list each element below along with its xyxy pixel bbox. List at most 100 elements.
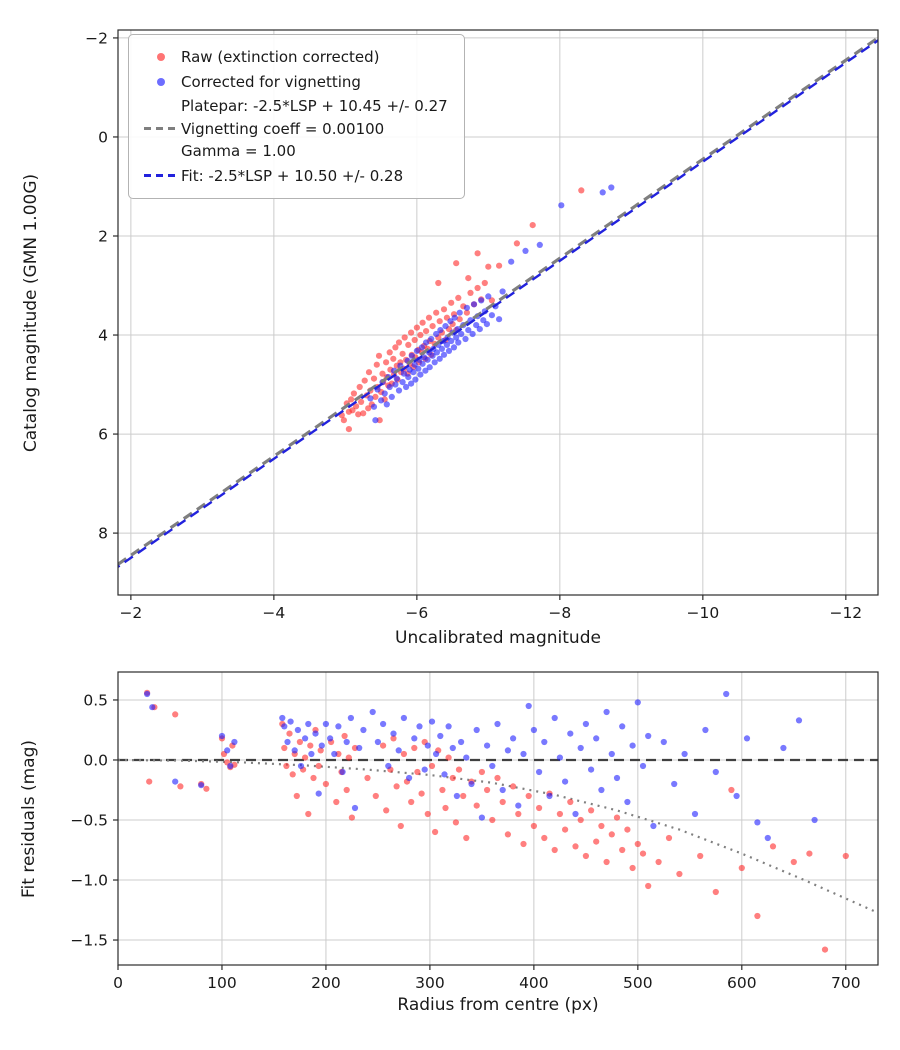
data-point	[453, 260, 460, 267]
data-point	[365, 405, 372, 412]
x-tick-label: 100	[207, 974, 237, 992]
data-point	[281, 744, 288, 752]
data-point	[458, 738, 465, 746]
data-point	[499, 798, 506, 806]
data-point	[293, 792, 300, 800]
data-point	[361, 377, 368, 384]
x-tick-label: −10	[686, 604, 719, 622]
y-tick-label: −1.0	[70, 872, 108, 890]
data-point	[488, 297, 495, 304]
data-point	[469, 330, 476, 338]
data-point	[754, 819, 761, 826]
legend-entry-label: Corrected for vignetting	[181, 72, 361, 91]
data-point	[522, 247, 529, 254]
data-point	[738, 864, 745, 872]
y-tick-label: 0.5	[83, 691, 108, 709]
data-point	[556, 810, 564, 818]
data-point	[508, 258, 515, 265]
platepar-line	[118, 36, 878, 566]
data-point	[478, 814, 485, 821]
data-point	[348, 814, 355, 821]
legend-dash-marker	[141, 127, 181, 131]
data-point	[484, 742, 491, 749]
data-point	[419, 319, 426, 326]
data-point	[530, 822, 538, 830]
data-point	[780, 744, 787, 752]
data-point	[546, 792, 553, 800]
data-point	[440, 351, 448, 358]
reference-lines	[118, 36, 878, 568]
data-point	[639, 762, 647, 770]
legend-entry-label: Fit: -2.5*LSP + 10.50 +/- 0.28	[181, 166, 404, 185]
data-point	[624, 798, 631, 806]
data-point	[369, 708, 376, 716]
data-point	[405, 374, 412, 381]
data-point	[390, 355, 397, 362]
data-point	[383, 807, 390, 814]
data-point	[392, 344, 399, 351]
data-point	[536, 768, 543, 776]
x-tick-label: 500	[623, 974, 653, 992]
data-point	[463, 309, 470, 316]
data-point	[453, 792, 460, 800]
y-tick-label: 6	[98, 426, 108, 444]
data-point	[411, 361, 418, 368]
data-point	[198, 782, 205, 789]
data-point	[562, 826, 569, 833]
data-point	[447, 318, 454, 325]
data-point	[349, 407, 356, 414]
data-point	[504, 831, 511, 838]
data-point	[383, 401, 390, 408]
x-tick-label: 600	[727, 974, 757, 992]
data-point	[509, 735, 517, 742]
data-point	[393, 375, 400, 382]
x-tick-label: 700	[831, 974, 861, 992]
data-point	[582, 720, 590, 728]
data-point	[474, 284, 481, 292]
data-point	[445, 723, 452, 730]
data-point	[449, 774, 456, 782]
data-point	[340, 417, 347, 424]
data-point	[343, 786, 350, 794]
data-point	[381, 390, 388, 397]
data-point	[408, 380, 415, 387]
data-point	[639, 850, 647, 857]
data-point	[499, 786, 506, 794]
data-point	[488, 312, 495, 319]
data-point	[515, 810, 522, 818]
data-point	[613, 774, 621, 782]
data-point	[448, 337, 455, 345]
data-point	[608, 750, 615, 758]
data-point	[418, 344, 425, 351]
data-point	[414, 768, 421, 776]
data-point	[401, 334, 408, 341]
data-point	[697, 852, 704, 860]
data-point	[149, 704, 156, 711]
data-point	[619, 723, 626, 730]
fit-line	[118, 39, 878, 568]
data-point	[351, 804, 359, 812]
data-point	[463, 304, 470, 311]
data-point	[308, 750, 315, 758]
data-point	[417, 331, 424, 339]
data-point	[515, 802, 522, 809]
data-point	[496, 316, 503, 323]
data-point	[588, 766, 595, 773]
data-point	[172, 778, 179, 785]
data-point	[529, 222, 536, 229]
data-point	[399, 379, 406, 386]
data-point	[733, 792, 740, 800]
data-point	[562, 778, 569, 785]
data-point	[439, 786, 446, 794]
magnitude-plot-y-axis-label: Catalog magnitude (GMN 1.00G)	[21, 173, 41, 453]
data-point	[525, 792, 532, 800]
residuals-plot: 0 100 200 300 400 500 600 700 0.5 0.0 −0.5 −1.0 −1.5	[70, 671, 879, 992]
data-point	[452, 819, 459, 826]
data-point	[754, 912, 761, 920]
data-point	[428, 718, 436, 725]
data-point	[421, 766, 428, 773]
data-point	[345, 754, 352, 761]
data-point	[821, 946, 829, 953]
data-point	[399, 350, 406, 357]
